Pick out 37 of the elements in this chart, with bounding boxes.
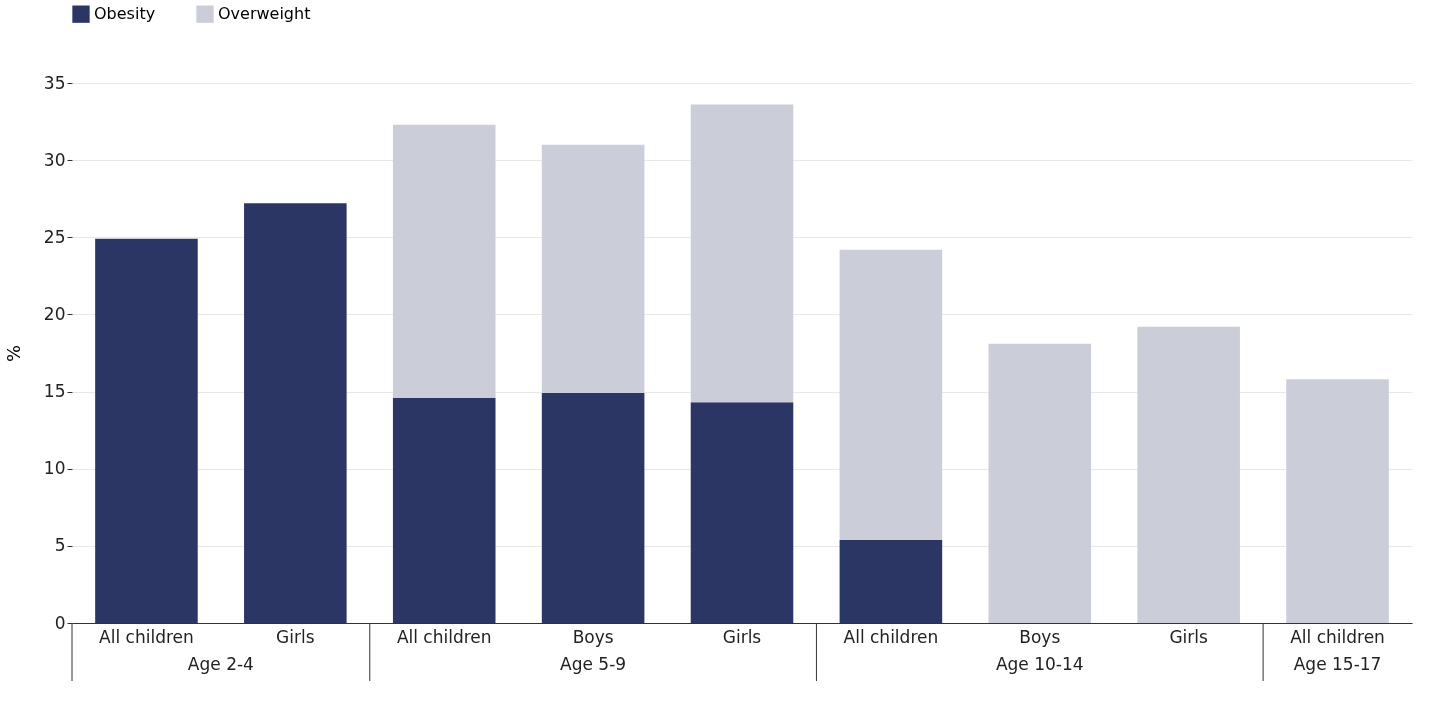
bar: [244, 203, 347, 623]
y-tick-label: 25: [43, 226, 66, 247]
y-tick-label: 35: [43, 72, 66, 93]
y-tick-label: 15: [43, 381, 66, 402]
x-tick-label: All children: [396, 626, 492, 647]
bar: [690, 104, 794, 403]
bar: [1286, 379, 1389, 623]
bar: [988, 343, 1092, 623]
bar: [392, 397, 496, 623]
bar: [1137, 326, 1240, 623]
bar: [541, 144, 645, 394]
x-tick-label: All children: [843, 626, 939, 647]
bar: [839, 539, 943, 623]
legend-label: Obesity: [94, 4, 156, 24]
x-tick-label: All children: [1290, 626, 1385, 647]
text: Age 15-17: [1293, 654, 1382, 674]
y-tick-label: 30: [43, 149, 66, 170]
x-tick-label: Girls: [722, 626, 762, 647]
bar: [690, 402, 794, 623]
y-tick-label: 0: [54, 612, 66, 633]
x-tick-label: Boys: [1019, 626, 1061, 647]
x-tick-label: All children: [99, 626, 194, 647]
bar: [392, 124, 496, 398]
x-tick-label: Girls: [1169, 626, 1209, 647]
bar: [541, 393, 645, 623]
y-tick-label: 10: [43, 458, 66, 479]
y-axis-title: %: [2, 344, 24, 363]
text: Age 5-9: [560, 654, 627, 674]
y-tick-label: 5: [54, 535, 66, 556]
text: Age 2-4: [187, 654, 254, 674]
text: Age 10-14: [995, 654, 1084, 674]
bar: [95, 238, 198, 623]
legend-label: Overweight: [218, 4, 311, 24]
x-tick-label: Girls: [276, 626, 315, 647]
bar: [839, 249, 943, 540]
x-tick-label: Boys: [572, 626, 614, 647]
y-tick-label: 20: [43, 303, 66, 324]
